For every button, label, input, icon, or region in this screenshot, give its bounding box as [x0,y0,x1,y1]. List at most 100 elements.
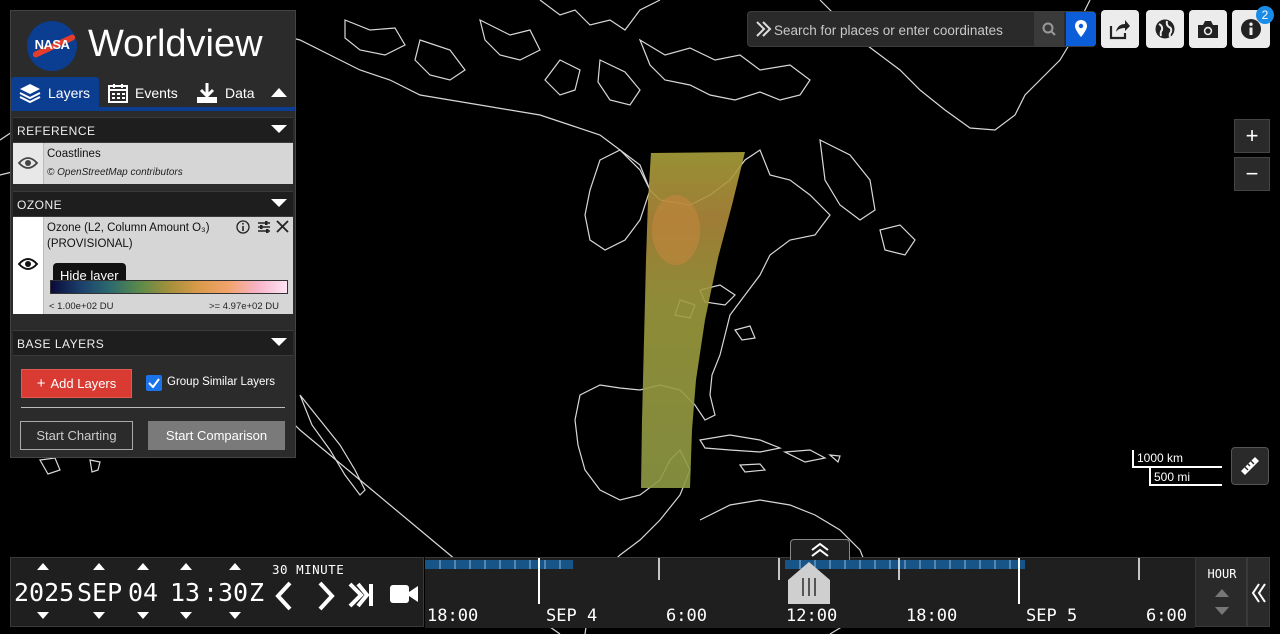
layer-coastlines-attribution: © OpenStreetMap contributors [47,167,183,178]
group-similar-checkbox[interactable] [146,375,162,391]
scale-bar [1132,450,1222,486]
section-ozone-title: OZONE [17,198,63,212]
year-up-arrow[interactable] [37,563,49,570]
timeline-label: 18:00 [427,606,479,626]
measure-button[interactable] [1231,447,1269,485]
year-down-arrow[interactable] [37,612,49,619]
scale-km: 1000 km [1137,451,1184,465]
day-down-arrow[interactable] [137,612,149,619]
plus-icon: + [36,375,46,392]
divider [21,407,285,408]
tab-data[interactable]: Data [196,77,255,109]
date-minute[interactable]: 30 [218,578,249,607]
greenland-coast [819,0,1091,131]
globe-icon [1155,19,1175,39]
date-hour[interactable]: 13 [170,578,201,607]
zoom-level-up-icon[interactable] [1214,588,1230,598]
tab-layers-label: Layers [48,85,91,101]
settings-sliders-icon[interactable] [257,220,271,234]
tab-layers[interactable]: Layers [11,77,99,109]
add-layers-label: Add Layers [50,376,117,391]
video-camera-icon[interactable] [389,583,419,605]
timeline-label: SEP 5 [1026,606,1078,626]
time-zone: Z [249,578,265,607]
timeline-zoom-control: HOUR [1195,557,1247,627]
month-up-arrow[interactable] [93,563,105,570]
hour-up-arrow[interactable] [180,563,192,570]
start-charting-button[interactable]: Start Charting [20,421,133,450]
search-bar [747,11,1096,47]
timeline-dragger-handle[interactable] [786,560,832,606]
date-day[interactable]: 04 [128,578,159,607]
timeline-label: 18:00 [906,606,958,626]
layer-ozone-name-line2: (PROVISIONAL) [47,238,133,250]
location-pin-button[interactable] [1066,12,1096,46]
zoom-out-button[interactable]: − [1234,157,1270,191]
ozone-swath [641,152,745,488]
layer-coastlines[interactable]: Coastlines © OpenStreetMap contributors [13,143,293,184]
tab-events-label: Events [135,85,178,101]
date-selector [10,557,424,627]
step-forward-icon[interactable] [317,581,335,611]
close-icon[interactable] [276,220,289,233]
time-separator: : [203,578,219,607]
timeline-ticks [425,558,1140,604]
minute-up-arrow[interactable] [229,563,241,570]
hide-timeline-button[interactable] [1247,557,1270,627]
search-input[interactable] [772,18,1034,42]
download-icon [197,83,217,103]
interval-label[interactable]: 30 MINUTE [272,562,345,577]
section-base-layers[interactable]: BASE LAYERS [13,330,293,356]
chevron-down-icon [271,338,287,346]
collapse-sidebar-icon[interactable] [269,85,289,101]
projection-button[interactable] [1146,10,1184,48]
timeline-label: 12:00 [786,606,838,626]
info-icon[interactable] [236,220,250,234]
chevron-down-icon [271,125,287,133]
chevron-double-left-icon [1251,583,1266,603]
scale-mi: 500 mi [1154,470,1191,484]
hour-down-arrow[interactable] [180,612,192,619]
chevron-double-right-icon[interactable] [754,20,772,38]
zoom-level-down-icon[interactable] [1214,606,1230,616]
tab-data-label: Data [225,85,255,101]
minute-down-arrow[interactable] [229,612,241,619]
add-layers-button[interactable]: + Add Layers [21,369,132,398]
app-title: Worldview [88,23,263,65]
info-circle-icon [1241,19,1261,39]
layer-coastlines-name: Coastlines [47,148,101,160]
search-icon [1042,22,1056,36]
skip-to-latest-icon[interactable] [347,582,375,608]
date-month[interactable]: SEP [77,578,123,607]
month-down-arrow[interactable] [93,612,105,619]
ruler-icon [1241,457,1259,475]
share-button[interactable] [1101,10,1139,48]
zoom-in-button[interactable]: + [1234,119,1270,153]
section-reference[interactable]: REFERENCE [13,117,293,143]
chevron-double-up-icon [811,543,829,557]
search-button[interactable] [1034,12,1064,46]
snapshot-button[interactable] [1189,10,1227,48]
share-icon [1109,20,1130,40]
date-year[interactable]: 2025 [14,578,75,607]
layers-icon [19,84,41,104]
section-reference-title: REFERENCE [17,124,96,138]
north-america-coast [119,29,831,634]
sidebar: NASA Worldview Layers Events [10,10,296,458]
timeline-zoom-label[interactable]: HOUR [1207,567,1237,581]
eye-icon[interactable] [18,156,38,170]
chevron-down-icon [271,199,287,207]
section-base-title: BASE LAYERS [17,337,105,351]
nasa-logo: NASA [27,21,77,71]
step-back-icon[interactable] [275,581,293,611]
tabs-underline [11,107,295,111]
start-comparison-button[interactable]: Start Comparison [148,421,285,450]
tab-events[interactable]: Events [108,77,178,109]
section-ozone[interactable]: OZONE [13,191,293,217]
layer-ozone-name: Ozone (L2, Column Amount O₃) [47,222,210,234]
timeline-label: 6:00 [1146,606,1187,626]
expand-timeline-button[interactable] [790,539,850,560]
eye-icon[interactable] [18,257,38,271]
day-up-arrow[interactable] [137,563,149,570]
